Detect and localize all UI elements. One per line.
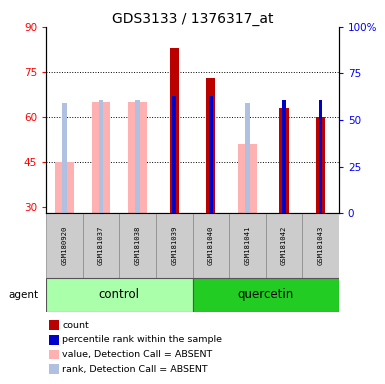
Text: quercetin: quercetin [238,288,294,301]
Bar [156,213,192,278]
Text: percentile rank within the sample: percentile rank within the sample [62,335,222,344]
Bar [192,213,229,278]
Bar [49,335,59,344]
Bar [209,96,213,213]
Bar [238,144,256,213]
Text: GSM181039: GSM181039 [171,226,177,265]
Text: GSM181043: GSM181043 [318,226,323,265]
Text: GSM181041: GSM181041 [244,226,250,265]
Bar [129,102,147,213]
Bar [245,103,249,213]
Bar [192,278,339,312]
Bar [136,99,140,213]
Title: GDS3133 / 1376317_at: GDS3133 / 1376317_at [112,12,273,26]
Bar [46,213,83,278]
Text: value, Detection Call = ABSENT: value, Detection Call = ABSENT [62,350,213,359]
Text: GSM181040: GSM181040 [208,226,214,265]
Text: control: control [99,288,140,301]
Bar [319,99,322,213]
Bar [282,99,286,213]
Bar [316,117,325,213]
Bar [266,213,302,278]
Bar [172,96,176,213]
Bar [229,213,266,278]
Bar [49,364,59,374]
Bar [83,213,119,278]
Text: agent: agent [9,290,39,300]
Bar [49,350,59,359]
Bar [280,108,288,213]
Text: GSM181037: GSM181037 [98,226,104,265]
Bar [92,102,110,213]
Bar [99,99,103,213]
Bar [119,213,156,278]
Bar [46,278,192,312]
Bar [49,320,59,330]
Text: GSM181042: GSM181042 [281,226,287,265]
Bar [55,162,74,213]
Bar [170,48,179,213]
Text: GSM180920: GSM180920 [62,226,67,265]
Text: rank, Detection Call = ABSENT: rank, Detection Call = ABSENT [62,365,208,374]
Text: count: count [62,321,89,329]
Text: GSM181038: GSM181038 [135,226,141,265]
Bar [302,213,339,278]
Bar [62,103,67,213]
Bar [206,78,215,213]
